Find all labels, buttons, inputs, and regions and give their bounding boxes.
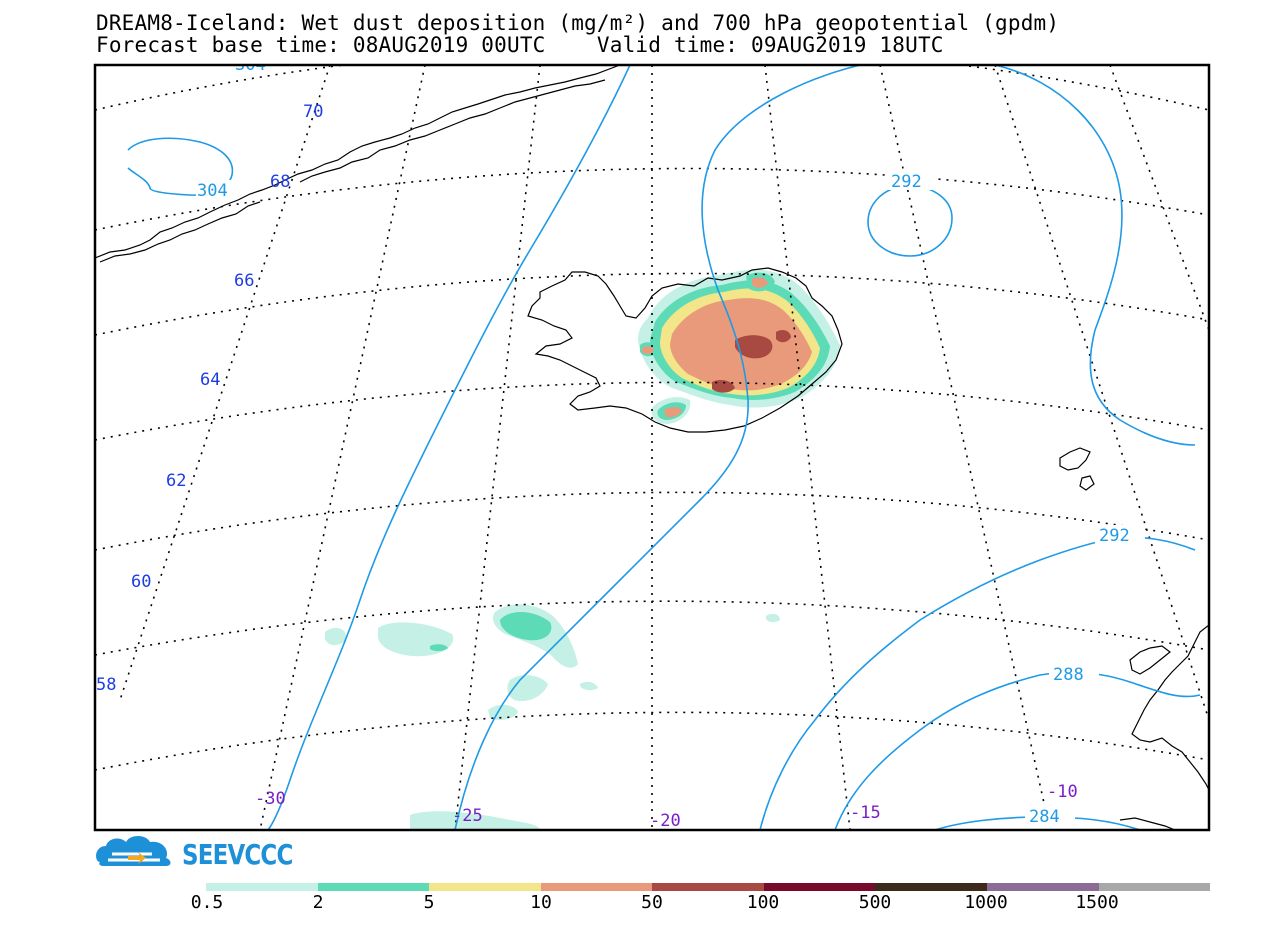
legend-swatch [317,883,430,891]
map-subtitle-times: Forecast base time: 08AUG2019 00UTC Vali… [96,33,944,57]
contour-label: 288 [1053,665,1084,685]
greenland-coast [95,65,621,259]
legend-label: 50 [641,892,663,913]
lon-label: -10 [1047,782,1078,802]
faroe-coast [1059,447,1091,471]
lon-label: -15 [850,803,881,823]
longitude-labels: -30 -25 -20 -15 -10 [255,782,1078,831]
contour-label: 292 [1099,526,1130,546]
lat-label: 62 [166,471,186,491]
map-frame [93,63,1211,832]
contour-label: 292 [891,172,922,192]
legend-label: 0.5 [190,892,224,913]
legend-label: 1500 [1075,892,1119,913]
seevccc-logo-cloud-icon [96,836,171,866]
lat-label: 64 [200,370,220,390]
legend-label: 2 [312,892,324,913]
dust-deposition-ocean [325,604,780,830]
lon-label: -30 [255,789,286,809]
legend-label: 100 [746,892,780,913]
lon-label: -25 [452,806,483,826]
legend-label: 5 [423,892,435,913]
latitude-labels: 70 68 66 64 62 60 58 [96,102,323,695]
contour-labels: 304 304 292 292 288 284 [196,55,1145,827]
lat-label: 60 [131,572,151,592]
seevccc-logo-text: SEEVCCC [182,838,293,871]
legend-swatch [1098,883,1211,891]
legend-label: 1000 [964,892,1008,913]
legend-swatch [540,883,653,891]
lat-label: 58 [96,675,116,695]
lat-label: 70 [303,102,323,122]
legend-swatch [206,883,318,891]
coastlines [95,65,1209,830]
contour-label: 304 [235,55,266,75]
legend-swatch [763,883,876,891]
legend-swatch [986,883,1099,891]
dust-deposition-iceland [638,269,840,424]
legend-swatch [429,883,541,891]
legend-label: 500 [858,892,892,913]
contour-label: 284 [1029,807,1060,827]
lon-label: -20 [650,811,681,831]
lat-label: 66 [234,271,254,291]
map-title: DREAM8-Iceland: Wet dust deposition (mg/… [96,11,1060,35]
norway-coast [1131,624,1209,791]
legend-swatch [652,883,764,891]
iceland-coast [527,267,843,433]
legend-swatch [875,883,987,891]
graticule [95,65,1209,830]
legend-colorbar [206,883,1211,891]
lat-label: 68 [270,172,290,192]
legend-label: 10 [530,892,552,913]
contour-label: 304 [197,181,228,201]
